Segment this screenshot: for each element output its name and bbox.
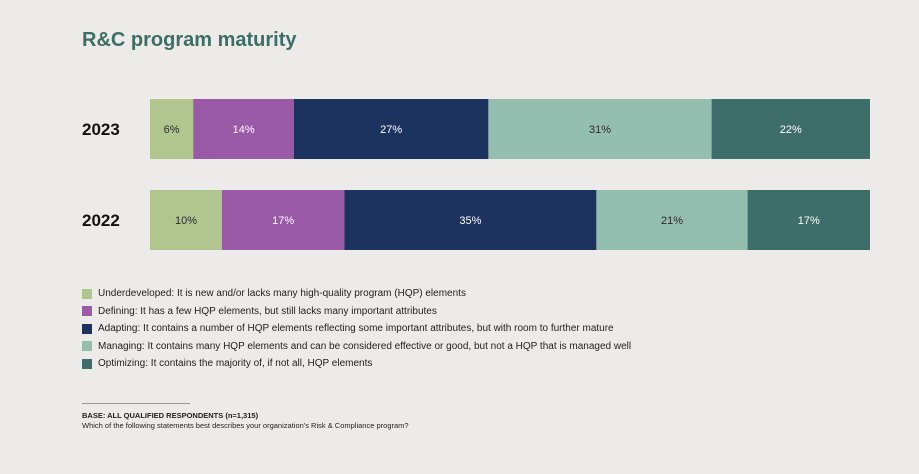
legend-swatch <box>82 288 92 299</box>
data-label-2022-underdeveloped: 10% <box>175 215 197 227</box>
data-label-2022-defining: 17% <box>272 215 294 227</box>
data-label-2022-managing: 21% <box>661 215 683 227</box>
bar-2023-underdeveloped <box>150 99 194 159</box>
data-label-2022-optimizing: 17% <box>798 215 820 227</box>
legend-swatch <box>82 323 92 334</box>
stacked-bar-chart: 2023 6% 14% 27% 31% 22% 2022 10% 17% 35% 21% 17% <box>82 99 870 250</box>
data-label-2022-adapting: 35% <box>459 215 481 227</box>
legend-text: Adapting: It contains a number of HQP el… <box>98 323 614 335</box>
legend-item-defining: Defining: It has a few HQP elements, but… <box>82 303 631 321</box>
footnote: BASE: ALL QUALIFIED RESPONDENTS (n=1,315… <box>82 411 409 431</box>
legend-swatch <box>82 358 92 369</box>
bar-2023-defining <box>193 99 294 159</box>
bar-2023-optimizing <box>711 99 870 159</box>
legend-text: Optimizing: It contains the majority of,… <box>98 358 373 370</box>
bar-2023-managing <box>488 99 712 159</box>
footnote-divider <box>82 403 190 404</box>
legend-swatch <box>82 306 92 317</box>
bar-2022-adapting <box>344 190 597 250</box>
category-label-2022: 2022 <box>82 211 120 230</box>
legend-item-underdeveloped: Underdeveloped: It is new and/or lacks m… <box>82 285 631 303</box>
category-label-2023: 2023 <box>82 120 120 139</box>
bar-2022-defining <box>222 190 345 250</box>
legend-text: Defining: It has a few HQP elements, but… <box>98 305 437 317</box>
bar-2023-adapting <box>294 99 489 159</box>
legend-item-managing: Managing: It contains many HQP elements … <box>82 338 631 356</box>
legend-text: Managing: It contains many HQP elements … <box>98 340 632 352</box>
data-label-2023-optimizing: 22% <box>780 124 802 136</box>
legend-item-optimizing: Optimizing: It contains the majority of,… <box>82 355 631 373</box>
legend-swatch <box>82 341 92 352</box>
legend-item-adapting: Adapting: It contains a number of HQP el… <box>82 320 631 338</box>
bar-2022-managing <box>596 190 748 250</box>
footnote-question: Which of the following statements best d… <box>82 421 409 430</box>
data-label-2023-underdeveloped: 6% <box>164 124 180 136</box>
footnote-base: BASE: ALL QUALIFIED RESPONDENTS (n=1,315… <box>82 411 259 420</box>
bar-2022-underdeveloped <box>150 190 222 250</box>
chart-title: R&C program maturity <box>82 29 297 51</box>
data-label-2023-adapting: 27% <box>380 124 402 136</box>
legend: Underdeveloped: It is new and/or lacks m… <box>82 285 631 373</box>
bar-2022-optimizing <box>747 190 870 250</box>
legend-text: Underdeveloped: It is new and/or lacks m… <box>98 288 466 300</box>
data-label-2023-managing: 31% <box>589 124 611 136</box>
data-label-2023-defining: 14% <box>233 124 255 136</box>
